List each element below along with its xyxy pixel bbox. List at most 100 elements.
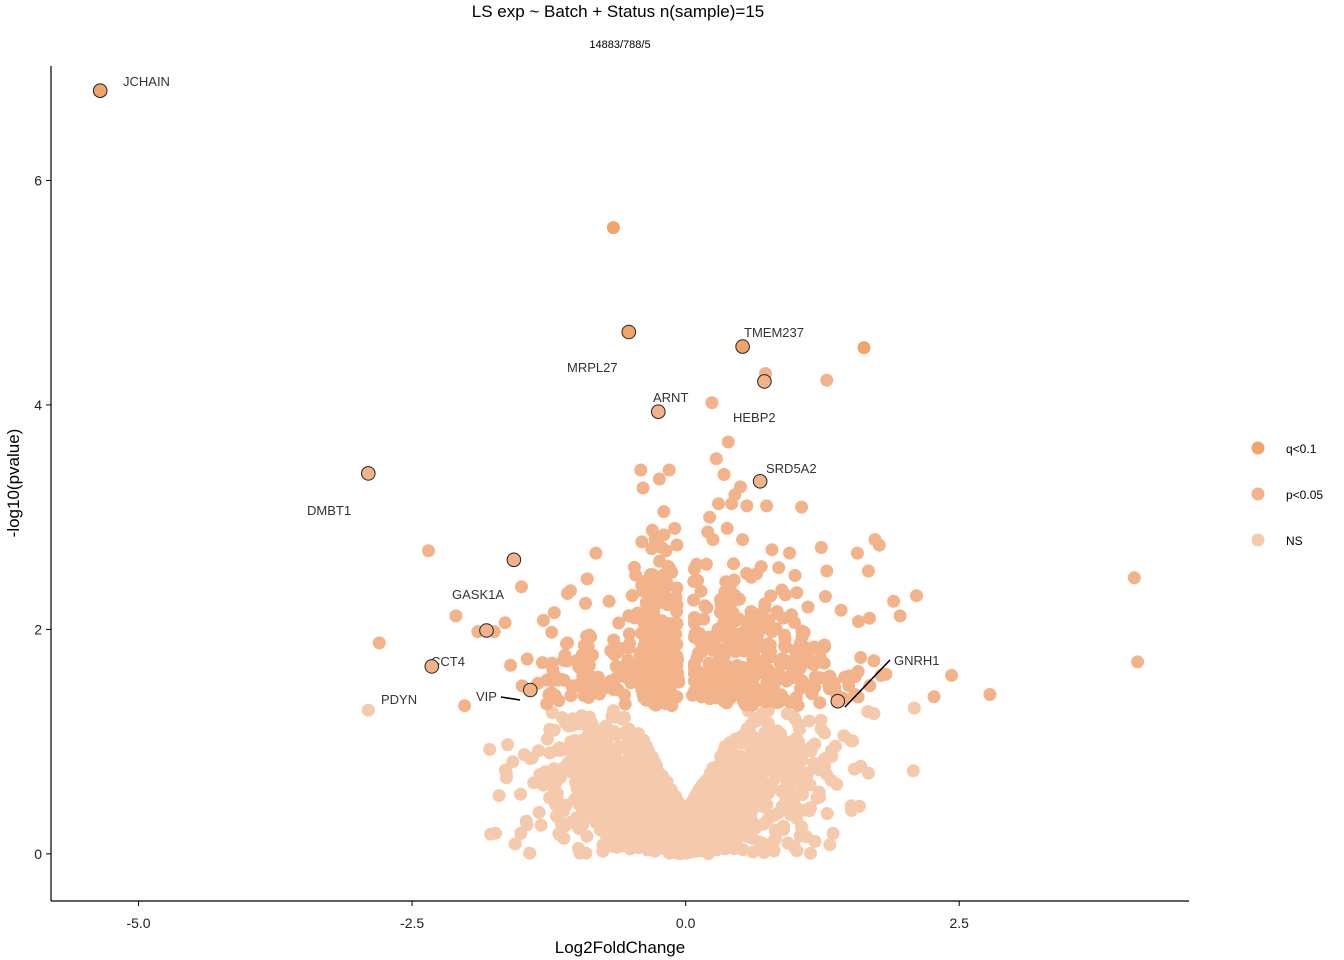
data-point: [672, 675, 686, 689]
chart-subtitle: 14883/788/5: [589, 39, 650, 51]
data-point: [761, 718, 775, 732]
data-point: [599, 829, 613, 843]
data-point: [618, 697, 632, 711]
data-point: [785, 747, 799, 760]
data-point: [797, 640, 811, 654]
data-point: [783, 778, 797, 792]
data-point: [589, 546, 603, 560]
data-point: [842, 679, 856, 692]
data-point: [703, 510, 717, 524]
data-point: [670, 659, 684, 672]
data-point: [550, 673, 564, 687]
data-point: [557, 653, 570, 667]
data-point: [706, 533, 720, 547]
data-point: [907, 701, 921, 715]
data-point: [523, 752, 537, 765]
data-point: [554, 799, 568, 813]
data-point: [558, 819, 572, 833]
labeled-gene-point: [830, 693, 846, 709]
data-point: [635, 535, 649, 549]
data-point: [687, 593, 700, 607]
label-leader-line: [500, 696, 521, 701]
data-point: [732, 664, 746, 678]
legend-label: q<0.1: [1286, 442, 1317, 456]
data-point: [785, 789, 799, 802]
data-point: [721, 435, 735, 449]
data-point: [663, 562, 677, 576]
data-point: [813, 671, 827, 685]
data-point: [713, 772, 727, 786]
data-point: [848, 688, 862, 702]
data-point: [740, 499, 754, 513]
data-point: [776, 823, 790, 836]
data-point: [670, 637, 684, 651]
data-point: [535, 656, 549, 670]
data-point: [784, 798, 798, 812]
chart-title: LS exp ~ Batch + Status n(sample)=15: [472, 2, 764, 21]
data-point: [761, 680, 775, 694]
data-point: [867, 707, 881, 721]
data-point: [772, 692, 786, 706]
data-point: [571, 746, 585, 760]
gene-label: MRPL27: [567, 360, 618, 375]
data-point: [823, 838, 837, 852]
data-point: [1131, 655, 1145, 669]
data-point: [715, 797, 729, 811]
data-point: [606, 704, 620, 718]
data-point: [854, 651, 868, 664]
data-point: [783, 546, 797, 560]
data-point: [550, 809, 563, 823]
data-point: [539, 771, 553, 784]
data-point: [887, 594, 901, 608]
data-point: [665, 800, 678, 814]
data-point: [825, 744, 838, 757]
legend: q<0.1 p<0.05 NS: [1251, 441, 1323, 548]
data-point: [906, 764, 920, 778]
data-point: [647, 815, 661, 828]
data-point: [695, 639, 709, 653]
data-point: [808, 737, 822, 751]
data-point: [670, 616, 684, 630]
data-point: [879, 667, 893, 681]
data-point: [519, 814, 533, 828]
data-point: [756, 837, 770, 851]
data-point: [635, 626, 648, 640]
data-point: [803, 778, 817, 792]
gene-label: CCT4: [431, 654, 465, 669]
data-point: [872, 538, 886, 552]
data-point: [764, 589, 778, 603]
data-point: [668, 521, 682, 535]
data-point: [625, 589, 639, 603]
data-point: [735, 736, 749, 750]
data-point: [820, 807, 834, 820]
data-point: [499, 771, 513, 785]
data-point: [706, 761, 720, 775]
data-point: [804, 656, 818, 670]
data-point: [650, 640, 664, 654]
y-tick-label: 2: [34, 621, 42, 637]
data-point: [677, 836, 691, 850]
data-point: [718, 626, 732, 640]
data-point: [749, 795, 763, 809]
gene-label: SRD5A2: [766, 461, 817, 476]
data-point: [673, 847, 687, 861]
data-point: [645, 523, 659, 537]
data-point: [536, 613, 550, 627]
gene-label: GNRH1: [894, 653, 940, 668]
data-point: [754, 752, 768, 766]
data-point: [741, 616, 755, 630]
data-point: [726, 606, 740, 620]
data-point: [687, 611, 701, 625]
legend-swatch: [1251, 487, 1265, 501]
data-point: [681, 820, 695, 834]
gene-label: JCHAIN: [123, 74, 170, 89]
data-point: [550, 743, 564, 757]
data-point: [720, 521, 734, 535]
data-point: [504, 658, 518, 672]
data-point: [790, 656, 804, 669]
data-point: [527, 776, 541, 790]
data-point: [623, 773, 637, 786]
data-point: [644, 568, 658, 581]
data-point: [714, 598, 728, 612]
data-point: [501, 738, 515, 752]
